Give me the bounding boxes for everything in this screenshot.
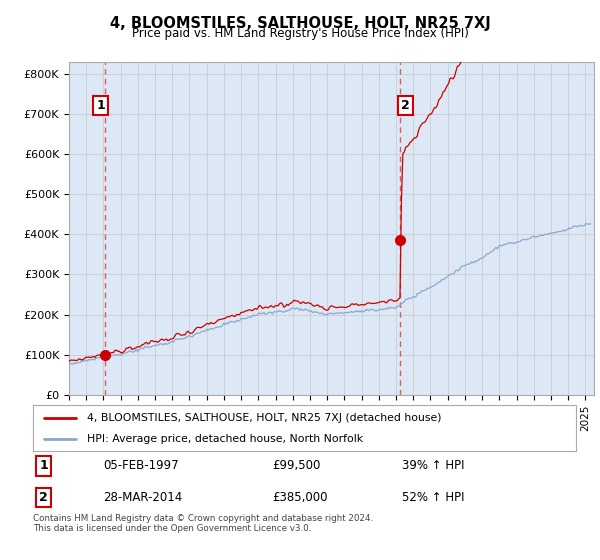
Text: 4, BLOOMSTILES, SALTHOUSE, HOLT, NR25 7XJ: 4, BLOOMSTILES, SALTHOUSE, HOLT, NR25 7X…: [110, 16, 490, 31]
Text: 28-MAR-2014: 28-MAR-2014: [104, 491, 183, 504]
Text: 05-FEB-1997: 05-FEB-1997: [104, 459, 179, 473]
Text: £99,500: £99,500: [272, 459, 320, 473]
Text: 2: 2: [40, 491, 48, 504]
Text: Price paid vs. HM Land Registry's House Price Index (HPI): Price paid vs. HM Land Registry's House …: [131, 27, 469, 40]
Text: 1: 1: [96, 99, 105, 112]
Text: 39% ↑ HPI: 39% ↑ HPI: [402, 459, 465, 473]
Text: 1: 1: [40, 459, 48, 473]
Text: £385,000: £385,000: [272, 491, 328, 504]
Text: Contains HM Land Registry data © Crown copyright and database right 2024.
This d: Contains HM Land Registry data © Crown c…: [33, 514, 373, 534]
Text: 52% ↑ HPI: 52% ↑ HPI: [402, 491, 465, 504]
Text: 2: 2: [401, 99, 410, 112]
Text: HPI: Average price, detached house, North Norfolk: HPI: Average price, detached house, Nort…: [88, 435, 364, 444]
Text: 4, BLOOMSTILES, SALTHOUSE, HOLT, NR25 7XJ (detached house): 4, BLOOMSTILES, SALTHOUSE, HOLT, NR25 7X…: [88, 413, 442, 423]
